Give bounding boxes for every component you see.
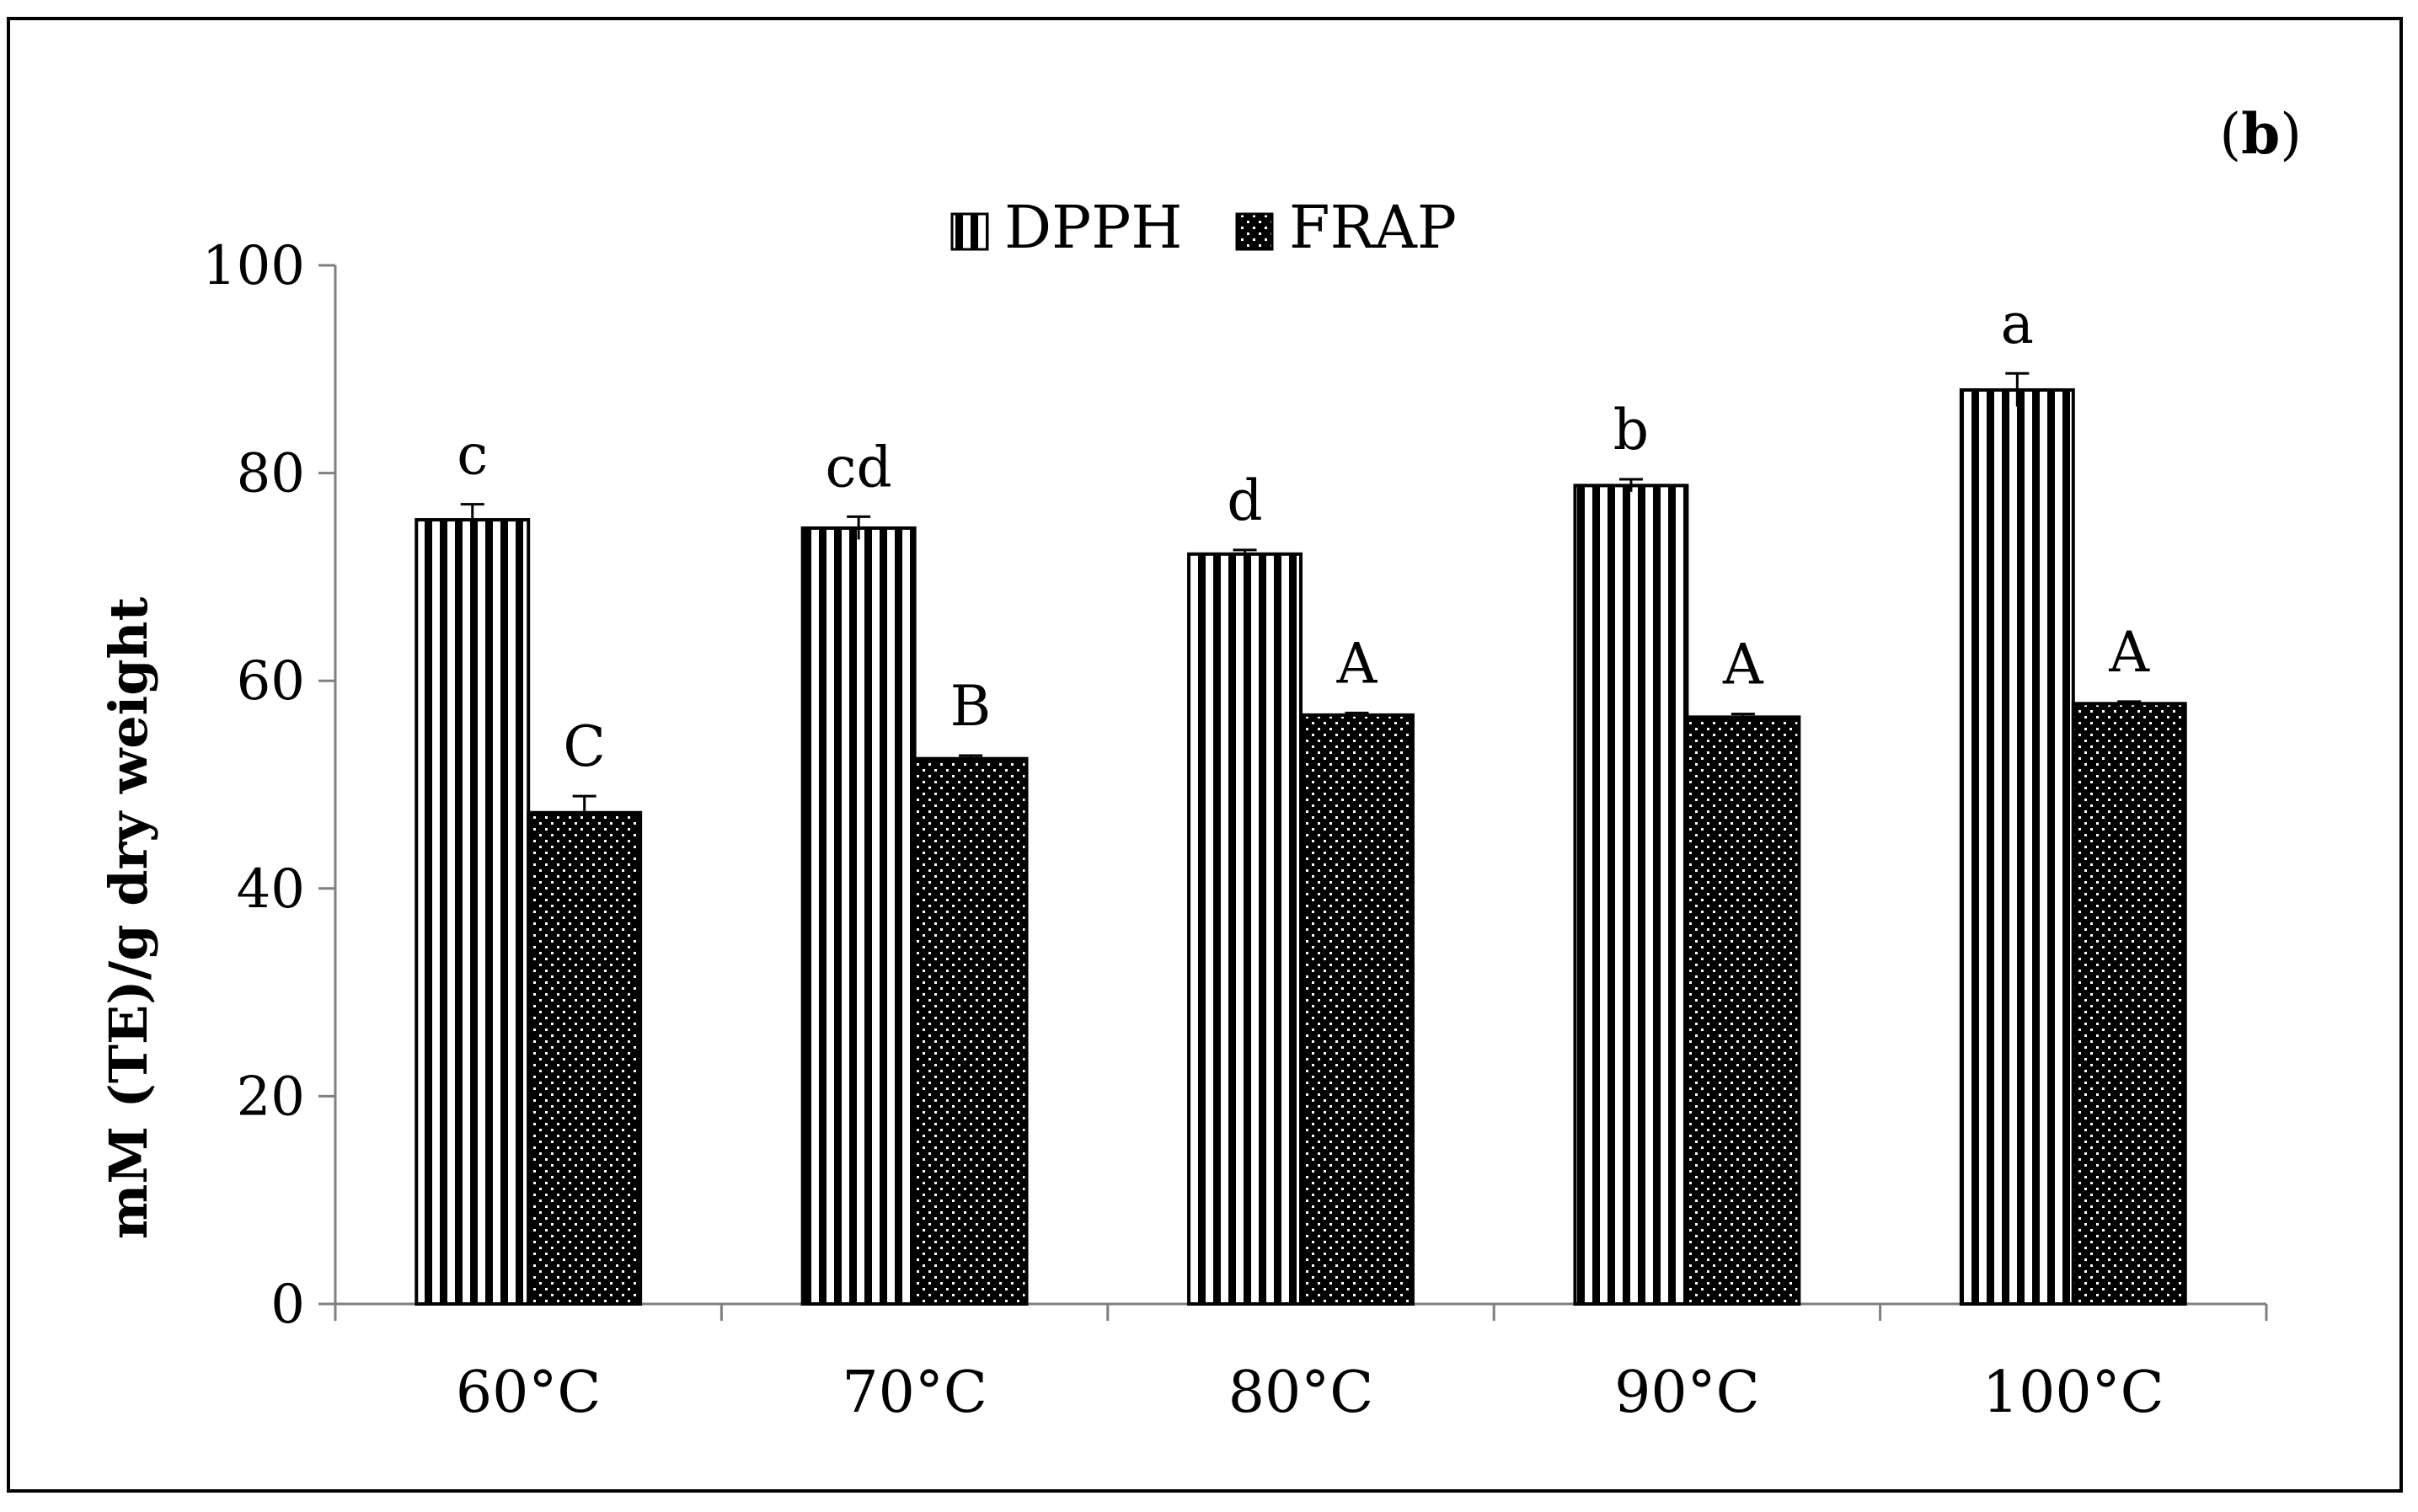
bar-dpph xyxy=(1573,484,1689,1306)
y-tick-label: 20 xyxy=(237,1066,305,1128)
significance-label-frap: A xyxy=(1722,633,1764,697)
significance-label-dpph: cd xyxy=(826,435,892,500)
bar-frap xyxy=(1685,715,1801,1306)
significance-label-dpph: b xyxy=(1613,398,1649,462)
x-category-label: 100°C xyxy=(1982,1360,2164,1426)
significance-label-dpph: d xyxy=(1227,468,1262,533)
x-category-label: 80°C xyxy=(1228,1360,1374,1426)
y-tick-label: 100 xyxy=(202,235,305,297)
significance-labels: c Ccd Bd Ab Aa A xyxy=(457,291,2150,779)
bar-frap xyxy=(912,756,1029,1306)
bar-dpph xyxy=(1187,552,1303,1306)
bar-dpph xyxy=(1959,387,2075,1306)
x-ticks xyxy=(334,1304,2268,1321)
y-tick-label: 0 xyxy=(270,1274,305,1336)
significance-label-dpph: a xyxy=(2001,291,2034,356)
bar-frap xyxy=(527,810,643,1306)
legend-swatch-dpph xyxy=(950,212,989,251)
x-category-label: 90°C xyxy=(1614,1360,1760,1426)
y-tick-label: 60 xyxy=(237,650,305,713)
bars xyxy=(415,387,2187,1306)
bar-dpph xyxy=(415,518,531,1306)
significance-label-frap: B xyxy=(950,674,992,739)
y-axis-label: mM (TE)/g dry weight xyxy=(98,596,159,1239)
x-category-label: 60°C xyxy=(456,1360,602,1426)
y-tick-label: 40 xyxy=(237,858,305,921)
category-labels: 60°C 70°C 80°C 90°C 100°C xyxy=(456,1360,2164,1426)
legend-label-dpph: DPPH xyxy=(1004,193,1182,262)
chart-frame xyxy=(7,17,2403,1493)
legend: DPPH FRAP xyxy=(950,193,1457,262)
panel-label: (b) xyxy=(2219,101,2302,167)
legend-label-frap: FRAP xyxy=(1289,193,1457,262)
bar-dpph xyxy=(800,526,917,1306)
bar-frap xyxy=(2071,702,2187,1306)
legend-swatch-frap xyxy=(1235,212,1274,251)
y-tick-label: 80 xyxy=(237,443,305,505)
x-category-label: 70°C xyxy=(842,1360,987,1426)
significance-label-frap: C xyxy=(563,714,606,779)
significance-label-frap: A xyxy=(2108,620,2150,685)
error-bars xyxy=(460,371,2142,830)
significance-label-dpph: c xyxy=(457,423,488,488)
y-ticks: 0 20 40 60 80 100 xyxy=(202,235,335,1336)
significance-label-frap: A xyxy=(1336,631,1378,696)
bar-frap xyxy=(1299,713,1415,1306)
